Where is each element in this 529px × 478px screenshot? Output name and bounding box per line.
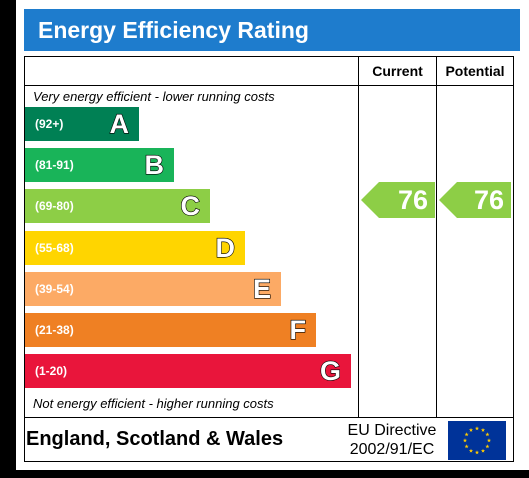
potential-column-divider bbox=[436, 57, 437, 417]
band-letter: G bbox=[319, 355, 341, 386]
band-range-label: (92+) bbox=[35, 117, 64, 131]
potential-column-header: Potential bbox=[445, 63, 505, 79]
potential-rating-value: 76 bbox=[473, 185, 504, 215]
band-letter: B bbox=[144, 149, 165, 180]
eu-star-icon bbox=[485, 432, 490, 437]
eu-star-icon bbox=[464, 444, 469, 449]
eu-star-icon bbox=[480, 427, 486, 432]
band-range-label: (21-38) bbox=[35, 323, 74, 337]
eu-star-icon bbox=[468, 448, 474, 453]
band-range-label: (1-20) bbox=[35, 364, 68, 378]
band-letter: A bbox=[109, 108, 130, 139]
potential-rating-arrow: 76 bbox=[439, 182, 511, 218]
band-d: (55-68) D bbox=[25, 231, 245, 265]
current-rating-value: 76 bbox=[397, 185, 428, 215]
eu-star-icon bbox=[468, 427, 474, 432]
current-column-header: Current bbox=[372, 63, 423, 79]
bottom-caption: Not energy efficient - higher running co… bbox=[33, 396, 274, 411]
current-column-divider bbox=[358, 57, 359, 417]
eu-star-icon bbox=[486, 438, 492, 443]
band-letter: E bbox=[252, 273, 271, 304]
band-range-label: (81-91) bbox=[35, 158, 74, 172]
eu-star-icon bbox=[462, 438, 468, 443]
band-e: (39-54) E bbox=[25, 272, 281, 306]
eu-star-icon bbox=[464, 432, 469, 437]
band-g: (1-20) G bbox=[25, 354, 351, 388]
rating-grid: Current Potential Very energy efficient … bbox=[24, 56, 514, 462]
eu-directive-line2: 2002/91/EC bbox=[349, 441, 435, 458]
top-caption: Very energy efficient - lower running co… bbox=[33, 89, 275, 104]
eu-flag-icon bbox=[448, 421, 506, 460]
region-label: England, Scotland & Wales bbox=[26, 428, 284, 450]
band-f: (21-38) F bbox=[25, 313, 316, 347]
band-range-label: (69-80) bbox=[35, 199, 74, 213]
eu-star-icon bbox=[480, 448, 486, 453]
eu-star-icon bbox=[474, 426, 480, 431]
eu-star-icon bbox=[474, 450, 480, 455]
band-range-label: (39-54) bbox=[35, 282, 74, 296]
eu-directive-label: EU Directive 2002/91/EC bbox=[344, 421, 440, 459]
band-letter: D bbox=[215, 232, 236, 263]
energy-rating-chart: Energy Efficiency Rating Current Potenti… bbox=[16, 0, 529, 470]
band-a: (92+) A bbox=[25, 107, 139, 141]
band-letter: F bbox=[289, 314, 307, 345]
band-c: (69-80) C bbox=[25, 189, 210, 223]
eu-star-icon bbox=[485, 444, 490, 449]
band-b: (81-91) B bbox=[25, 148, 174, 182]
current-rating-arrow: 76 bbox=[361, 182, 435, 218]
footer-divider bbox=[25, 417, 513, 418]
chart-title: Energy Efficiency Rating bbox=[24, 9, 520, 51]
eu-directive-line1: EU Directive bbox=[347, 422, 437, 439]
band-range-label: (55-68) bbox=[35, 241, 74, 255]
band-letter: C bbox=[180, 190, 201, 221]
header-divider bbox=[25, 85, 513, 86]
